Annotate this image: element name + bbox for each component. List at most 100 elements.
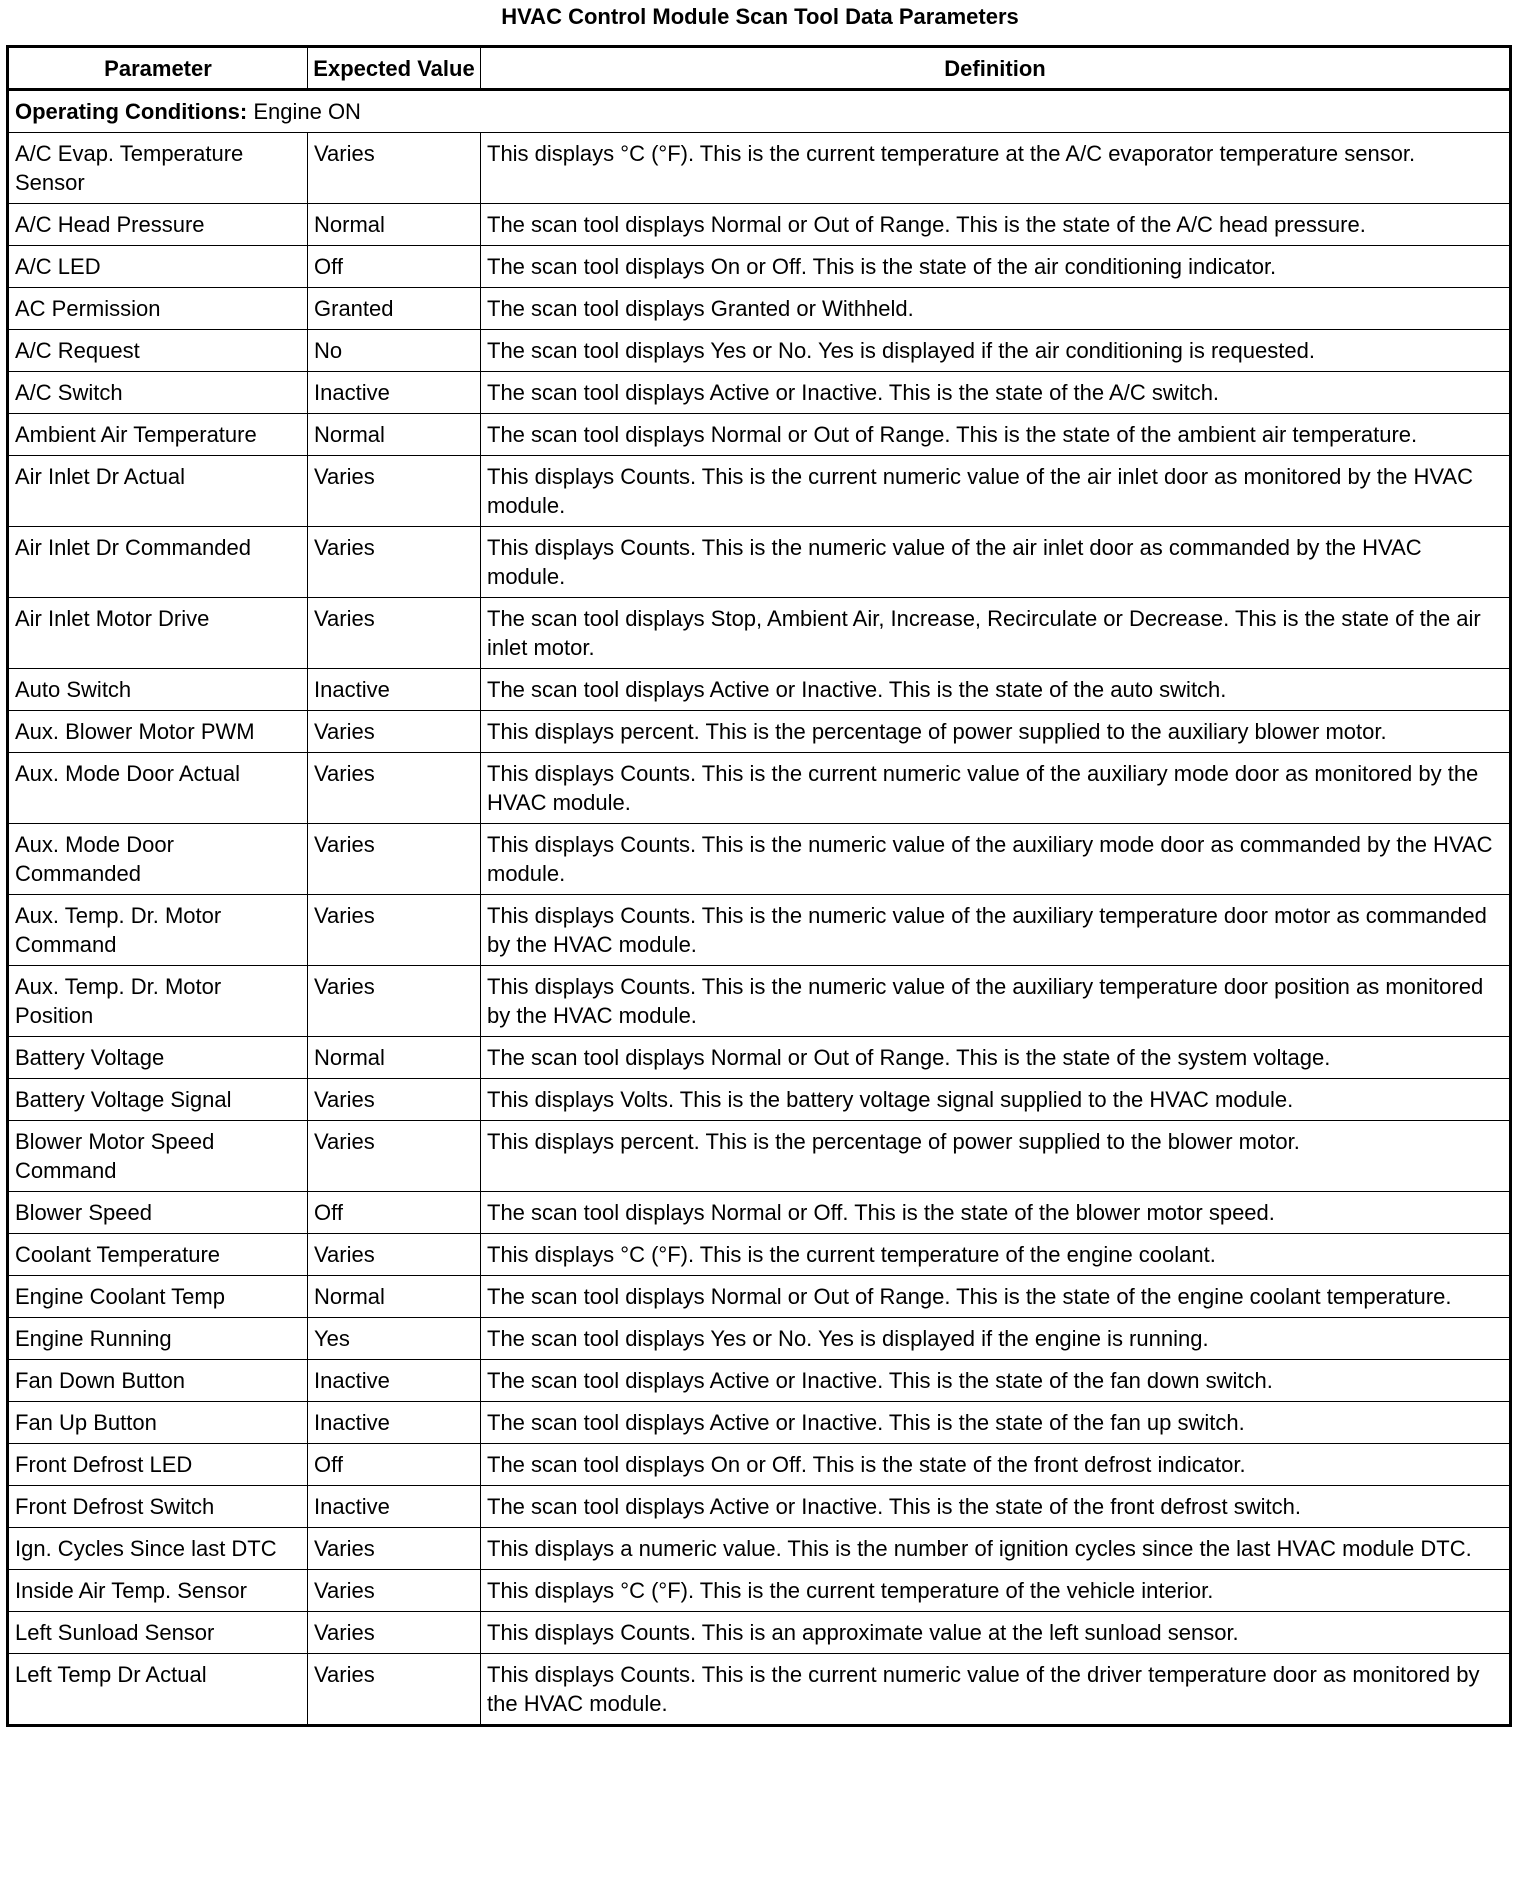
parameter-cell: Aux. Mode Door Commanded — [7, 823, 308, 895]
parameter-cell: Air Inlet Dr Actual — [7, 455, 308, 527]
expected-value-cell: Normal — [307, 413, 481, 456]
table-row: Coolant Temperature Varies This displays °… — [7, 1233, 1511, 1276]
definition-cell: The scan tool displays Normal or Off. Th… — [480, 1191, 1511, 1234]
table-row: Blower Motor Speed Command Varies This dis… — [7, 1120, 1511, 1192]
page-title: HVAC Control Module Scan Tool Data Param… — [501, 4, 1019, 29]
definition-cell: This displays Counts. This is the curren… — [480, 455, 1511, 527]
parameter-cell: Engine Running — [7, 1317, 308, 1360]
expected-value-cell: Inactive — [307, 1485, 481, 1528]
expected-value-cell: Varies — [307, 132, 481, 204]
definition-cell: The scan tool displays Active or Inactiv… — [480, 371, 1511, 414]
expected-value-cell: Varies — [307, 894, 481, 966]
parameter-cell: Fan Down Button — [7, 1359, 308, 1402]
parameter-cell: Left Temp Dr Actual — [7, 1653, 308, 1726]
expected-value-cell: Varies — [307, 965, 481, 1037]
parameter-cell: Front Defrost LED — [7, 1443, 308, 1486]
parameter-cell: Battery Voltage Signal — [7, 1078, 308, 1121]
definition-cell: The scan tool displays Normal or Out of … — [480, 1275, 1511, 1318]
parameter-cell: Ign. Cycles Since last DTC — [7, 1527, 308, 1570]
table-row: Aux. Mode Door Actual Varies This displays… — [7, 752, 1511, 824]
definition-cell: The scan tool displays Yes or No. Yes is… — [480, 1317, 1511, 1360]
table-row: Air Inlet Dr Commanded Varies This display… — [7, 526, 1511, 598]
definition-cell: The scan tool displays Active or Inactiv… — [480, 1359, 1511, 1402]
parameter-cell: Coolant Temperature — [7, 1233, 308, 1276]
table-row: Aux. Blower Motor PWM Varies This displays… — [7, 710, 1511, 753]
expected-value-cell: Varies — [307, 710, 481, 753]
definition-cell: The scan tool displays Normal or Out of … — [480, 413, 1511, 456]
parameter-cell: Inside Air Temp. Sensor — [7, 1569, 308, 1612]
parameter-cell: Aux. Blower Motor PWM — [7, 710, 308, 753]
parameter-cell: Auto Switch — [7, 668, 308, 711]
expected-value-cell: Yes — [307, 1317, 481, 1360]
expected-value-cell: Normal — [307, 1275, 481, 1318]
definition-cell: This displays Volts. This is the battery… — [480, 1078, 1511, 1121]
parameter-cell: Air Inlet Motor Drive — [7, 597, 308, 669]
expected-value-cell: Varies — [307, 526, 481, 598]
table-row: Left Sunload Sensor Varies This displays C… — [7, 1611, 1511, 1654]
table-row: A/C Evap. Temperature Sensor Varies This d… — [7, 132, 1511, 204]
conditions-value: Engine ON — [253, 99, 361, 124]
table-row: Front Defrost Switch Inactive The scan too… — [7, 1485, 1511, 1528]
table-row: Engine Running Yes The scan tool displays … — [7, 1317, 1511, 1360]
table-row: Aux. Mode Door Commanded Varies This displ… — [7, 823, 1511, 895]
definition-cell: The scan tool displays On or Off. This i… — [480, 1443, 1511, 1486]
table-row: Front Defrost LED Off The scan tool displa… — [7, 1443, 1511, 1486]
parameter-cell: Blower Motor Speed Command — [7, 1120, 308, 1192]
table-row: Fan Down Button Inactive The scan tool dis… — [7, 1359, 1511, 1402]
definition-cell: The scan tool displays Active or Inactiv… — [480, 668, 1511, 711]
definition-cell: The scan tool displays Active or Inactiv… — [480, 1485, 1511, 1528]
table-row: AC Permission Granted The scan tool displa… — [7, 287, 1511, 330]
table-row: Air Inlet Dr Actual Varies This displays C… — [7, 455, 1511, 527]
definition-cell: This displays °C (°F). This is the curre… — [480, 1569, 1511, 1612]
expected-value-cell: Off — [307, 245, 481, 288]
parameter-cell: Ambient Air Temperature — [7, 413, 308, 456]
expected-value-cell: Varies — [307, 1120, 481, 1192]
table-row: A/C Switch Inactive The scan tool displays… — [7, 371, 1511, 414]
definition-cell: This displays °C (°F). This is the curre… — [480, 1233, 1511, 1276]
definition-cell: The scan tool displays Yes or No. Yes is… — [480, 329, 1511, 372]
definition-cell: This displays Counts. This is the curren… — [480, 752, 1511, 824]
parameter-cell: Front Defrost Switch — [7, 1485, 308, 1528]
expected-value-cell: Inactive — [307, 1401, 481, 1444]
parameter-cell: Air Inlet Dr Commanded — [7, 526, 308, 598]
parameter-cell: AC Permission — [7, 287, 308, 330]
expected-value-cell: Off — [307, 1443, 481, 1486]
definition-cell: This displays Counts. This is the numeri… — [480, 823, 1511, 895]
expected-value-cell: Varies — [307, 1569, 481, 1612]
table-row: A/C Head Pressure Normal The scan tool dis… — [7, 203, 1511, 246]
table-row: Blower Speed Off The scan tool displays No… — [7, 1191, 1511, 1234]
table-row: A/C Request No The scan tool displays Yes … — [7, 329, 1511, 372]
expected-value-cell: Varies — [307, 1527, 481, 1570]
expected-value-cell: Granted — [307, 287, 481, 330]
parameter-cell: A/C LED — [7, 245, 308, 288]
parameter-cell: Engine Coolant Temp — [7, 1275, 308, 1318]
header-definition: Definition — [480, 46, 1511, 90]
expected-value-cell: Normal — [307, 1036, 481, 1079]
table-row: Aux. Temp. Dr. Motor Position Varies This … — [7, 965, 1511, 1037]
parameters-table: Parameter Expected Value Definition Oper… — [6, 45, 1512, 1727]
expected-value-cell: Varies — [307, 597, 481, 669]
expected-value-cell: Varies — [307, 752, 481, 824]
definition-cell: The scan tool displays Granted or Withhe… — [480, 287, 1511, 330]
definition-cell: This displays Counts. This is the numeri… — [480, 894, 1511, 966]
parameter-cell: Aux. Temp. Dr. Motor Command — [7, 894, 308, 966]
expected-value-cell: Varies — [307, 455, 481, 527]
parameter-cell: Fan Up Button — [7, 1401, 308, 1444]
expected-value-cell: Inactive — [307, 668, 481, 711]
expected-value-cell: Off — [307, 1191, 481, 1234]
header-row: Parameter Expected Value Definition — [7, 46, 1511, 90]
definition-cell: This displays Counts. This is the numeri… — [480, 965, 1511, 1037]
parameter-cell: A/C Head Pressure — [7, 203, 308, 246]
expected-value-cell: Varies — [307, 1611, 481, 1654]
table-row: Air Inlet Motor Drive Varies The scan tool… — [7, 597, 1511, 669]
table-row: Engine Coolant Temp Normal The scan tool d… — [7, 1275, 1511, 1318]
parameter-cell: Left Sunload Sensor — [7, 1611, 308, 1654]
definition-cell: The scan tool displays Stop, Ambient Air… — [480, 597, 1511, 669]
expected-value-cell: Inactive — [307, 1359, 481, 1402]
definition-cell: This displays a numeric value. This is t… — [480, 1527, 1511, 1570]
table-row: Battery Voltage Signal Varies This display… — [7, 1078, 1511, 1121]
definition-cell: This displays Counts. This is the numeri… — [480, 526, 1511, 598]
definition-cell: This displays Counts. This is an approxi… — [480, 1611, 1511, 1654]
definition-cell: The scan tool displays Normal or Out of … — [480, 1036, 1511, 1079]
header-parameter: Parameter — [7, 46, 308, 90]
